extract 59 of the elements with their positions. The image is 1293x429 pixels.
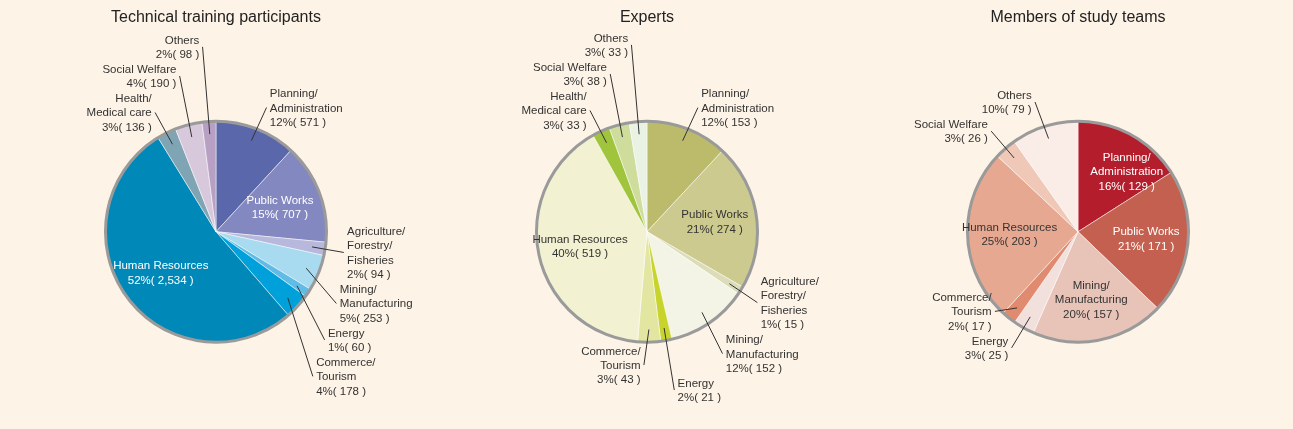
slice-label: Others [997,88,1032,101]
slice-label: Human Resources [113,259,209,272]
data-label: 3%( 33 ) [584,46,629,59]
slice-label: Planning/Administration [701,87,775,114]
data-label: 20%( 157 ) [1063,307,1120,320]
data-label: 2%( 21 ) [677,391,722,404]
slice-label: Public Works [681,208,749,221]
slice-label: Agriculture/Forestry/Fisheries [760,274,820,316]
slice-label: Social Welfare [533,60,607,73]
data-label: 5%( 253 ) [339,311,390,324]
slice-label: Public Works [1112,225,1180,238]
slice-label: Energy [971,334,1009,347]
slice-label: Health/Medical care [521,90,588,117]
data-label: 3%( 136 ) [101,120,152,133]
data-label: 12%( 153 ) [701,116,758,129]
data-label: 12%( 571 ) [269,115,327,128]
slice-label: Commerce/Tourism [581,344,642,372]
data-label: 12%( 152 ) [725,362,783,375]
data-label: 21%( 171 ) [1118,239,1175,252]
data-label: 2%( 94 ) [347,268,391,281]
slice-label: Planning/Administration [1090,150,1164,178]
data-label: 2%( 98 ) [155,48,200,61]
slice-label: Human Resources [961,221,1058,234]
data-label: 3%( 38 ) [563,75,608,88]
data-label: 15%( 707 ) [251,208,309,221]
slice-label: Public Works [246,193,314,206]
slice-label: Human Resources [532,233,628,246]
chart-title: Members of study teams [990,7,1166,25]
slice-label: Agriculture/Forestry/Fisheries [347,224,407,266]
slice-label: Mining/Manufacturing [725,333,799,360]
data-label: 4%( 190 ) [126,77,177,90]
data-label: 40%( 519 ) [551,247,609,260]
slice-label: Commerce/Tourism [932,290,993,318]
slice-label: Mining/Manufacturing [1054,278,1128,306]
data-label: 4%( 178 ) [316,384,367,397]
slice-label: Others [164,33,200,46]
data-label: 3%( 25 ) [964,349,1009,362]
data-label: 3%( 33 ) [543,118,587,131]
data-label: 21%( 274 ) [686,222,744,235]
data-label: 2%( 17 ) [948,319,992,332]
slice-label: Commerce/Tourism [316,355,377,383]
slice-label: Mining/Manufacturing [339,283,413,310]
slice-label: Health/Medical care [86,92,153,119]
slice-label: Social Welfare [913,117,988,130]
data-label: 1%( 15 ) [760,318,805,331]
slice-label: Planning/Administration [269,87,343,114]
data-label: 16%( 129 ) [1098,179,1155,192]
data-label: 25%( 203 ) [981,235,1038,248]
data-label: 3%( 26 ) [944,132,989,145]
data-label: 3%( 43 ) [597,373,641,386]
chart-title: Technical training participants [111,7,321,25]
slice-label: Social Welfare [102,62,177,75]
chart-title: Experts [619,7,675,25]
data-label: 52%( 2,534 ) [127,273,194,286]
data-label: 1%( 60 ) [327,341,372,354]
data-label: 10%( 79 ) [981,103,1032,116]
slice-label: Others [593,31,629,44]
slice-label: Energy [677,376,715,389]
slice-label: Energy [327,326,365,339]
